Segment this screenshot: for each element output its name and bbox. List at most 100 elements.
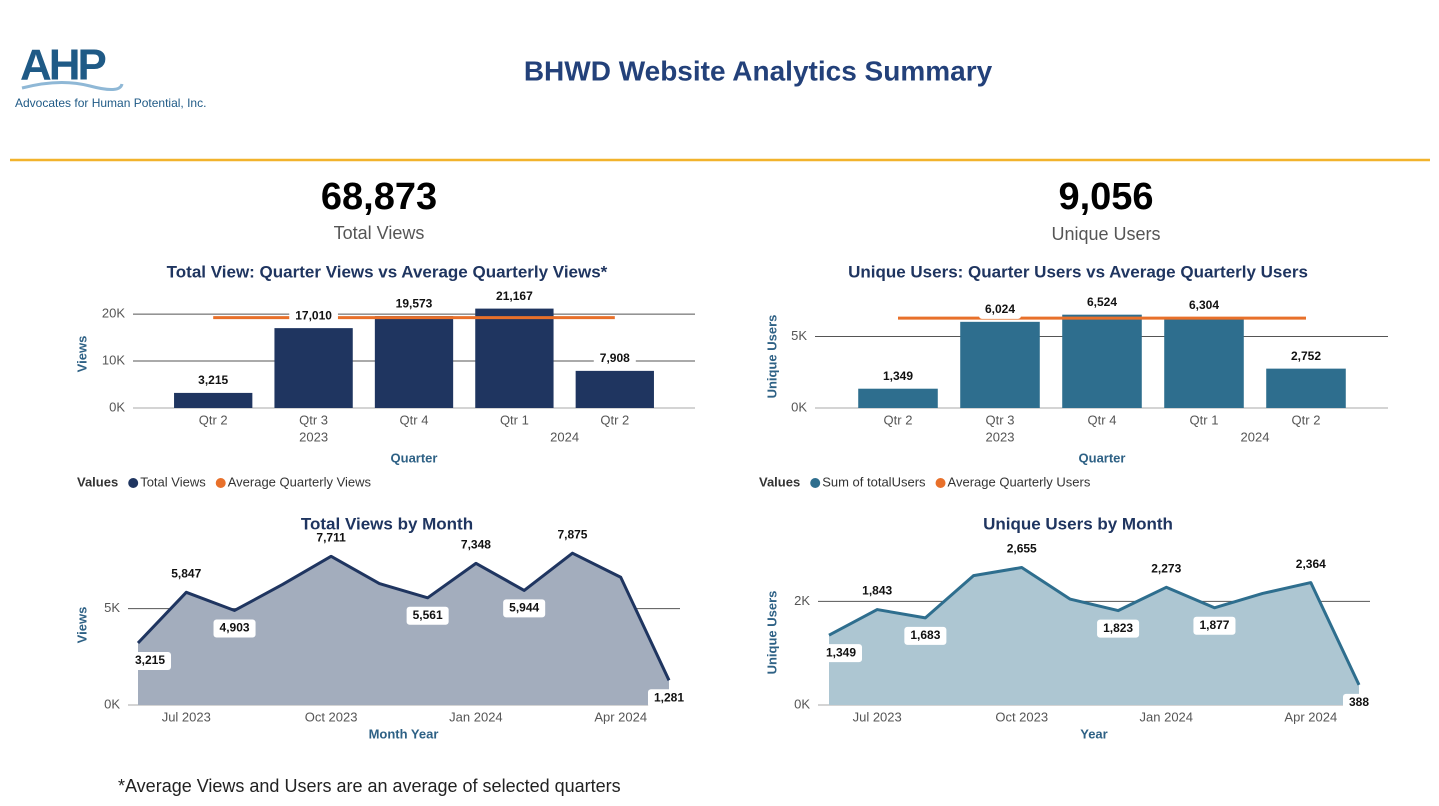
chart-title: Total Views by Month (301, 514, 473, 533)
x-tick-label: Qtr 2 (884, 412, 913, 427)
kpi-label: Total Views (334, 223, 425, 243)
label-box (213, 619, 256, 638)
data-label: 19,573 (389, 295, 439, 314)
label-box (647, 689, 691, 708)
label-box (1289, 555, 1332, 574)
data-label: 5,561 (406, 606, 449, 625)
x-tick-label: Qtr 4 (1088, 412, 1117, 427)
x-tick-label: Qtr 1 (1190, 412, 1219, 427)
data-label-text: 7,711 (316, 531, 346, 545)
data-label: 1,843 (856, 582, 899, 601)
logo-wave (21, 80, 124, 91)
x-axis-title: Quarter (391, 450, 438, 465)
logo: AHP (20, 41, 106, 90)
data-label-text: 2,364 (1296, 557, 1326, 571)
label-box (819, 644, 863, 663)
bar (274, 328, 353, 408)
y-axis-title: Unique Users (764, 591, 779, 675)
label-box (593, 349, 636, 368)
label-box (1182, 296, 1226, 315)
data-label-text: 2,655 (1007, 542, 1037, 556)
x-group-label: 2024 (550, 429, 579, 444)
data-label: 3,215 (192, 371, 235, 390)
data-label-text: 6,524 (1087, 295, 1117, 309)
x-tick-label: Jan 2024 (449, 709, 503, 724)
x-tick-label: Jul 2023 (162, 709, 211, 724)
data-label-text: 2,752 (1291, 349, 1321, 363)
data-label-text: 6,024 (985, 302, 1015, 316)
label-box (503, 599, 546, 618)
x-axis-title: Year (1080, 726, 1107, 741)
x-group-label: 2023 (986, 429, 1015, 444)
chart-title: Total View: Quarter Views vs Average Qua… (167, 262, 608, 281)
line (828, 566, 1361, 686)
data-label: 7,711 (310, 529, 352, 548)
y-axis-title: Unique Users (764, 315, 779, 399)
label-box (406, 606, 449, 625)
label-box (1000, 540, 1043, 559)
label-box (978, 300, 1022, 319)
data-label-text: 5,847 (171, 566, 201, 580)
data-label: 6,524 (1080, 293, 1124, 312)
data-label: 3,215 (128, 652, 172, 671)
org-name: Advocates for Human Potential, Inc. (15, 96, 206, 110)
legend-title: Values (77, 474, 118, 489)
data-label: 1,683 (904, 626, 947, 645)
data-label: 2,752 (1284, 347, 1328, 366)
y-tick-label: 5K (104, 600, 120, 615)
data-label-text: 7,908 (600, 351, 630, 365)
y-tick-label: 5K (791, 328, 807, 343)
x-tick-label: Jul 2023 (853, 709, 902, 724)
bar (475, 308, 554, 408)
data-label: 388 (1342, 693, 1376, 712)
x-tick-label: Qtr 3 (986, 412, 1015, 427)
data-label-text: 1,683 (910, 628, 940, 642)
legend-swatch (128, 478, 139, 488)
bar (374, 316, 454, 408)
x-tick-label: Qtr 4 (400, 412, 429, 427)
x-tick-label: Apr 2024 (594, 709, 647, 724)
data-label-text: 5,561 (413, 608, 443, 622)
bar (858, 388, 938, 408)
data-label: 5,847 (165, 565, 208, 584)
x-axis-title: Month Year (369, 726, 439, 741)
data-label-text: 19,573 (396, 296, 433, 310)
legend-label: Total Views (140, 474, 206, 489)
label-box (289, 307, 338, 326)
label-box (389, 295, 439, 314)
label-box (1080, 293, 1124, 312)
y-axis-title: Views (74, 607, 89, 644)
label-box (165, 565, 208, 584)
y-tick-label: 20K (102, 306, 125, 321)
data-label: 6,024 (978, 300, 1022, 319)
y-tick-label: 0K (791, 399, 807, 414)
label-box (310, 529, 352, 548)
data-label-text: 3,215 (135, 653, 165, 667)
label-box (454, 536, 497, 555)
label-box (876, 367, 920, 386)
data-label: 1,823 (1097, 619, 1140, 638)
footnote: *Average Views and Users are an average … (118, 776, 621, 796)
x-axis-title: Quarter (1079, 450, 1126, 465)
kpi-label: Unique Users (1051, 224, 1160, 244)
chart-title: Unique Users by Month (983, 514, 1173, 533)
x-group-label: 2024 (1241, 429, 1270, 444)
label-box (551, 526, 594, 545)
y-tick-label: 0K (794, 696, 810, 711)
area (829, 567, 1359, 705)
y-axis-title: Views (74, 336, 89, 373)
bar (575, 370, 654, 408)
data-label-text: 1,349 (883, 369, 913, 383)
data-label: 5,944 (503, 599, 546, 618)
label-box (128, 652, 172, 671)
x-tick-label: Qtr 1 (500, 412, 529, 427)
data-label-text: 3,215 (198, 373, 228, 387)
data-label: 7,348 (454, 536, 497, 555)
data-label: 2,655 (1000, 540, 1043, 559)
kpi-value: 68,873 (321, 176, 437, 218)
bar (960, 321, 1040, 408)
data-label: 17,010 (289, 307, 338, 326)
x-tick-label: Qtr 2 (600, 412, 629, 427)
bar (1266, 368, 1346, 408)
label-box (1342, 693, 1376, 712)
